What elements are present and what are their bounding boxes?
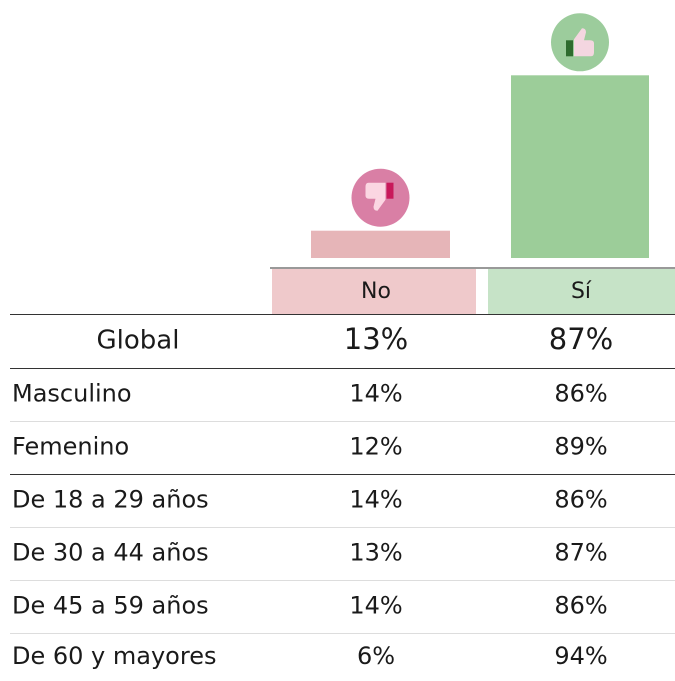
cell-value: 89% (554, 433, 607, 461)
cell-value: 86% (554, 486, 607, 514)
thumb-cuff (386, 182, 394, 199)
header-cell (272, 269, 476, 314)
row-label: Masculino (12, 380, 132, 408)
bar (511, 75, 649, 258)
header-cell (488, 269, 675, 314)
thumb-down (365, 182, 386, 211)
cell-value: 87% (554, 539, 607, 567)
cell-value: 86% (554, 380, 607, 408)
cell-value: 14% (349, 592, 402, 620)
column-header: No (361, 279, 391, 304)
cell-value: 86% (554, 592, 607, 620)
cell-value: 14% (349, 380, 402, 408)
cell-value: 94% (554, 642, 607, 670)
cell-value: 13% (344, 322, 408, 356)
row-label: Femenino (12, 433, 129, 461)
row-label: Global (97, 326, 180, 356)
cell-value: 6% (357, 642, 395, 670)
cell-value: 13% (349, 539, 402, 567)
column-header: Sí (571, 279, 592, 304)
row-label: De 45 a 59 años (12, 592, 209, 620)
bar (311, 230, 450, 258)
cell-value: 12% (349, 433, 402, 461)
thumb-up (574, 28, 594, 57)
cell-value: 14% (349, 486, 402, 514)
row-label: De 60 y mayores (12, 642, 216, 670)
cell-value: 87% (549, 322, 613, 356)
thumb-cuff (566, 40, 573, 57)
row-label: De 30 a 44 años (12, 539, 209, 567)
row-label: De 18 a 29 años (12, 486, 209, 514)
